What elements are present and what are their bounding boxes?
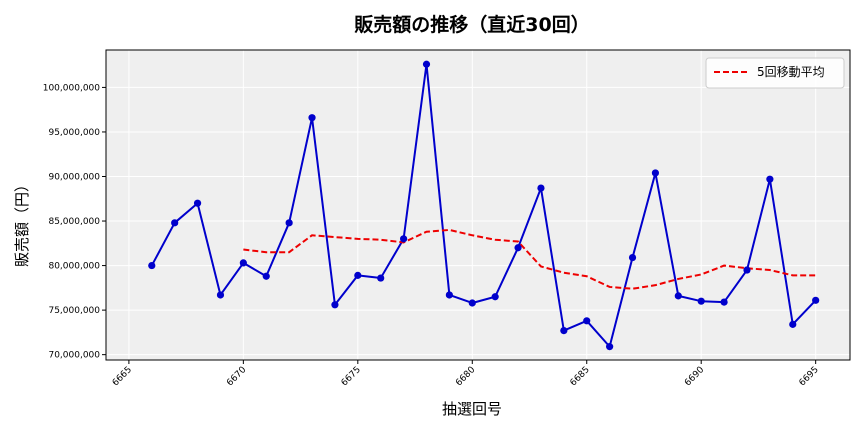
x-tick-label: 6685 <box>569 365 592 388</box>
y-tick-label: 100,000,000 <box>43 83 101 93</box>
sales-data-point <box>148 261 156 270</box>
sales-data-point <box>239 259 247 267</box>
y-tick-label: 95,000,000 <box>48 128 100 138</box>
sales-data-point <box>789 320 797 328</box>
sales-data-point <box>537 184 545 192</box>
x-tick-label: 6665 <box>111 365 134 388</box>
sales-data-point <box>468 299 476 307</box>
legend-label-moving-average: 5回移動平均 <box>757 65 825 79</box>
sales-data-point <box>628 253 637 262</box>
sales-data-point <box>354 271 362 279</box>
sales-data-point <box>422 60 431 68</box>
plot-area <box>106 50 850 360</box>
sales-data-point <box>766 175 774 183</box>
sales-data-point <box>331 301 339 309</box>
grid-lines <box>106 50 850 360</box>
x-axis-label: 抽選回号 <box>442 400 502 418</box>
y-axis-label: 販売額（円） <box>13 177 31 267</box>
x-tick-label: 6690 <box>683 365 706 388</box>
chart-title: 販売額の推移（直近30回） <box>354 13 589 36</box>
x-tick-label: 6675 <box>340 365 363 388</box>
y-tick-label: 85,000,000 <box>48 217 100 227</box>
plot-frame <box>105 49 851 361</box>
sales-data-point <box>514 244 522 252</box>
sales-data-point <box>285 219 293 227</box>
sales-data-point <box>262 272 270 280</box>
sales-data-point <box>697 297 705 305</box>
sales-data-point <box>812 296 820 304</box>
sales-data-point <box>674 292 682 300</box>
sales-data-point <box>720 298 728 306</box>
legend-box <box>705 57 845 89</box>
x-tick-label: 6695 <box>798 365 821 388</box>
x-tick-label: 6670 <box>225 365 248 388</box>
sales-data-point <box>743 266 751 274</box>
sales-data-point <box>445 291 453 299</box>
x-tick-label: 6680 <box>454 365 477 388</box>
y-tick-label: 70,000,000 <box>48 351 100 361</box>
sales-data-point <box>651 169 660 177</box>
sales-data-point <box>583 317 591 325</box>
sales-data-point <box>560 327 568 335</box>
sales-data-point <box>171 219 179 227</box>
y-tick-label: 80,000,000 <box>48 262 100 272</box>
y-tick-label: 75,000,000 <box>48 306 100 316</box>
moving-average-line <box>243 228 816 290</box>
y-axis-ticks: 70,000,000 75,000,000 80,000,000 85,000,000… <box>43 83 106 361</box>
sales-data-point <box>606 343 614 351</box>
y-tick-label: 90,000,000 <box>48 172 100 182</box>
sales-data-point <box>400 235 408 243</box>
sales-data-point <box>308 114 316 122</box>
sales-data-point <box>216 291 225 299</box>
sales-data-point <box>491 293 499 301</box>
sales-data-point <box>377 274 385 282</box>
x-axis-ticks: 6665 6670 6675 6680 6685 6690 6695 <box>111 360 821 388</box>
sales-series-line <box>150 63 817 348</box>
series-layer <box>148 60 820 351</box>
sales-data-point <box>193 199 202 207</box>
legend: 5回移動平均 <box>705 57 845 89</box>
